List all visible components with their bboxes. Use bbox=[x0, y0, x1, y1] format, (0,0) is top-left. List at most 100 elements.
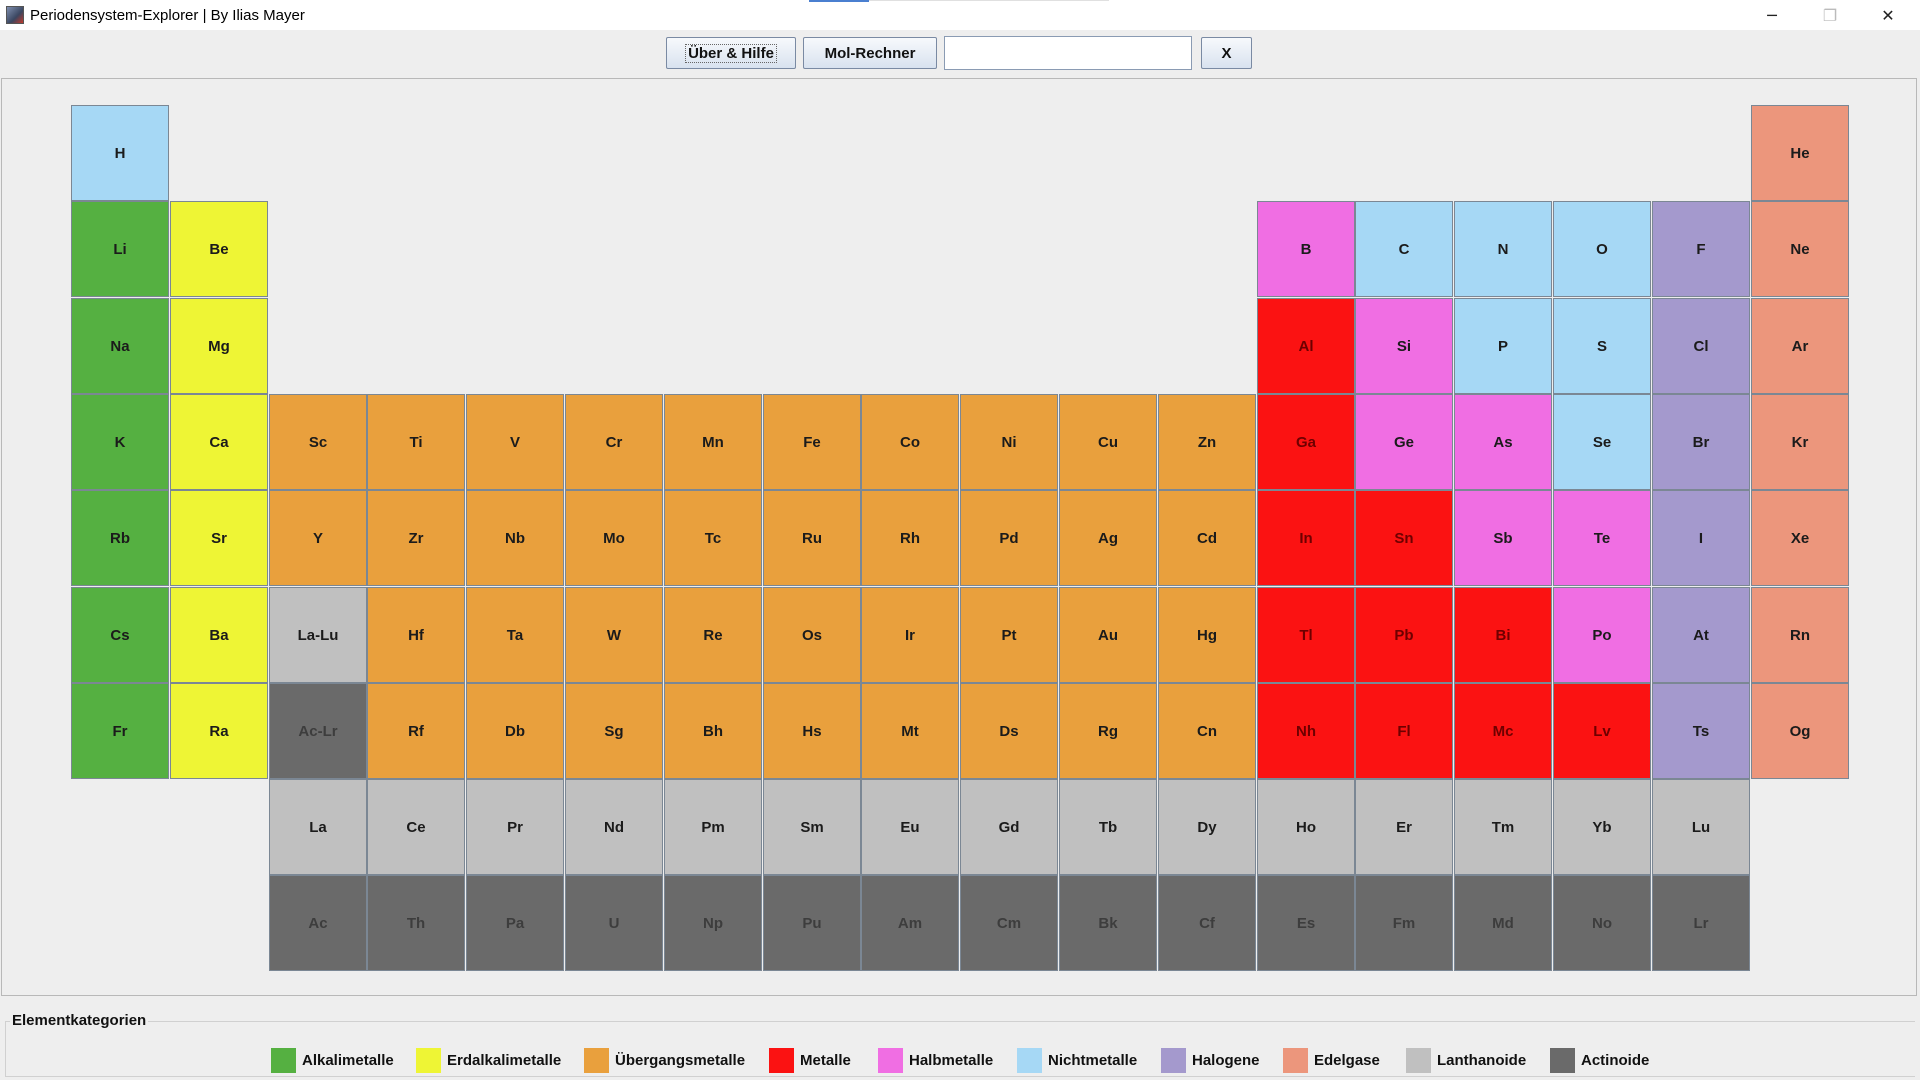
element-cell[interactable]: Li bbox=[71, 201, 169, 297]
element-cell[interactable]: Lr bbox=[1652, 875, 1750, 971]
element-cell[interactable]: Es bbox=[1257, 875, 1355, 971]
element-cell[interactable]: Ni bbox=[960, 394, 1058, 490]
element-cell[interactable]: No bbox=[1553, 875, 1651, 971]
element-cell[interactable]: Ba bbox=[170, 587, 268, 683]
element-cell[interactable]: B bbox=[1257, 201, 1355, 297]
element-cell[interactable]: Be bbox=[170, 201, 268, 297]
element-cell[interactable]: Mn bbox=[664, 394, 762, 490]
element-cell[interactable]: Ts bbox=[1652, 683, 1750, 779]
element-cell[interactable]: Rb bbox=[71, 490, 169, 586]
element-cell[interactable]: O bbox=[1553, 201, 1651, 297]
element-cell[interactable]: F bbox=[1652, 201, 1750, 297]
element-cell[interactable]: Dy bbox=[1158, 779, 1256, 875]
element-cell[interactable]: Cs bbox=[71, 587, 169, 683]
element-cell[interactable]: Cd bbox=[1158, 490, 1256, 586]
element-cell[interactable]: La-Lu bbox=[269, 587, 367, 683]
element-cell[interactable]: Sg bbox=[565, 683, 663, 779]
element-cell[interactable]: Pt bbox=[960, 587, 1058, 683]
element-cell[interactable]: Po bbox=[1553, 587, 1651, 683]
element-cell[interactable]: Db bbox=[466, 683, 564, 779]
element-cell[interactable]: W bbox=[565, 587, 663, 683]
element-cell[interactable]: Ho bbox=[1257, 779, 1355, 875]
element-cell[interactable]: Pu bbox=[763, 875, 861, 971]
element-cell[interactable]: Bk bbox=[1059, 875, 1157, 971]
element-cell[interactable]: Mg bbox=[170, 298, 268, 394]
element-cell[interactable]: H bbox=[71, 105, 169, 201]
element-cell[interactable]: I bbox=[1652, 490, 1750, 586]
element-cell[interactable]: V bbox=[466, 394, 564, 490]
element-cell[interactable]: N bbox=[1454, 201, 1552, 297]
element-cell[interactable]: Mt bbox=[861, 683, 959, 779]
element-cell[interactable]: Ce bbox=[367, 779, 465, 875]
element-cell[interactable]: Te bbox=[1553, 490, 1651, 586]
element-cell[interactable]: Ti bbox=[367, 394, 465, 490]
element-cell[interactable]: Cn bbox=[1158, 683, 1256, 779]
element-cell[interactable]: Ga bbox=[1257, 394, 1355, 490]
element-cell[interactable]: Rg bbox=[1059, 683, 1157, 779]
element-cell[interactable]: Xe bbox=[1751, 490, 1849, 586]
element-cell[interactable]: Rf bbox=[367, 683, 465, 779]
element-cell[interactable]: Si bbox=[1355, 298, 1453, 394]
search-input[interactable] bbox=[944, 36, 1192, 70]
element-cell[interactable]: Np bbox=[664, 875, 762, 971]
element-cell[interactable]: Zr bbox=[367, 490, 465, 586]
element-cell[interactable]: U bbox=[565, 875, 663, 971]
element-cell[interactable]: Og bbox=[1751, 683, 1849, 779]
element-cell[interactable]: Au bbox=[1059, 587, 1157, 683]
element-cell[interactable]: Fm bbox=[1355, 875, 1453, 971]
element-cell[interactable]: Cl bbox=[1652, 298, 1750, 394]
maximize-button[interactable]: ❐ bbox=[1822, 5, 1838, 25]
element-cell[interactable]: Kr bbox=[1751, 394, 1849, 490]
element-cell[interactable]: Fl bbox=[1355, 683, 1453, 779]
element-cell[interactable]: Pr bbox=[466, 779, 564, 875]
element-cell[interactable]: Co bbox=[861, 394, 959, 490]
element-cell[interactable]: Rn bbox=[1751, 587, 1849, 683]
element-cell[interactable]: Ru bbox=[763, 490, 861, 586]
element-cell[interactable]: Eu bbox=[861, 779, 959, 875]
close-button[interactable]: ✕ bbox=[1881, 5, 1895, 25]
element-cell[interactable]: Tb bbox=[1059, 779, 1157, 875]
element-cell[interactable]: Sc bbox=[269, 394, 367, 490]
element-cell[interactable]: Th bbox=[367, 875, 465, 971]
element-cell[interactable]: Fe bbox=[763, 394, 861, 490]
element-cell[interactable]: P bbox=[1454, 298, 1552, 394]
element-cell[interactable]: At bbox=[1652, 587, 1750, 683]
element-cell[interactable]: Ne bbox=[1751, 201, 1849, 297]
element-cell[interactable]: Cr bbox=[565, 394, 663, 490]
element-cell[interactable]: Nh bbox=[1257, 683, 1355, 779]
element-cell[interactable]: Bi bbox=[1454, 587, 1552, 683]
element-cell[interactable]: Cm bbox=[960, 875, 1058, 971]
element-cell[interactable]: In bbox=[1257, 490, 1355, 586]
element-cell[interactable]: Hg bbox=[1158, 587, 1256, 683]
element-cell[interactable]: Ca bbox=[170, 394, 268, 490]
element-cell[interactable]: Md bbox=[1454, 875, 1552, 971]
minimize-button[interactable]: ─ bbox=[1767, 5, 1777, 25]
element-cell[interactable]: Ar bbox=[1751, 298, 1849, 394]
element-cell[interactable]: Er bbox=[1355, 779, 1453, 875]
element-cell[interactable]: Lu bbox=[1652, 779, 1750, 875]
element-cell[interactable]: Tm bbox=[1454, 779, 1552, 875]
element-cell[interactable]: Pd bbox=[960, 490, 1058, 586]
element-cell[interactable]: Al bbox=[1257, 298, 1355, 394]
element-cell[interactable]: As bbox=[1454, 394, 1552, 490]
element-cell[interactable]: Mo bbox=[565, 490, 663, 586]
element-cell[interactable]: Cu bbox=[1059, 394, 1157, 490]
element-cell[interactable]: La bbox=[269, 779, 367, 875]
element-cell[interactable]: Lv bbox=[1553, 683, 1651, 779]
element-cell[interactable]: Bh bbox=[664, 683, 762, 779]
element-cell[interactable]: Hs bbox=[763, 683, 861, 779]
mol-calculator-button[interactable]: Mol-Rechner bbox=[803, 37, 937, 69]
element-cell[interactable]: Ge bbox=[1355, 394, 1453, 490]
element-cell[interactable]: Br bbox=[1652, 394, 1750, 490]
element-cell[interactable]: Ir bbox=[861, 587, 959, 683]
element-cell[interactable]: Nb bbox=[466, 490, 564, 586]
help-button[interactable]: Über & Hilfe bbox=[666, 37, 796, 69]
element-cell[interactable]: He bbox=[1751, 105, 1849, 201]
element-cell[interactable]: Sr bbox=[170, 490, 268, 586]
element-cell[interactable]: Re bbox=[664, 587, 762, 683]
element-cell[interactable]: Pa bbox=[466, 875, 564, 971]
element-cell[interactable]: Gd bbox=[960, 779, 1058, 875]
element-cell[interactable]: Zn bbox=[1158, 394, 1256, 490]
element-cell[interactable]: Se bbox=[1553, 394, 1651, 490]
element-cell[interactable]: Ds bbox=[960, 683, 1058, 779]
